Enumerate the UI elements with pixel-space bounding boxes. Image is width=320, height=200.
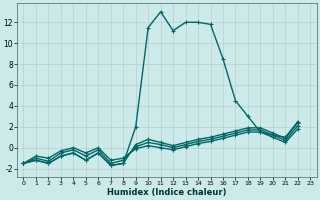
X-axis label: Humidex (Indice chaleur): Humidex (Indice chaleur) — [107, 188, 227, 197]
